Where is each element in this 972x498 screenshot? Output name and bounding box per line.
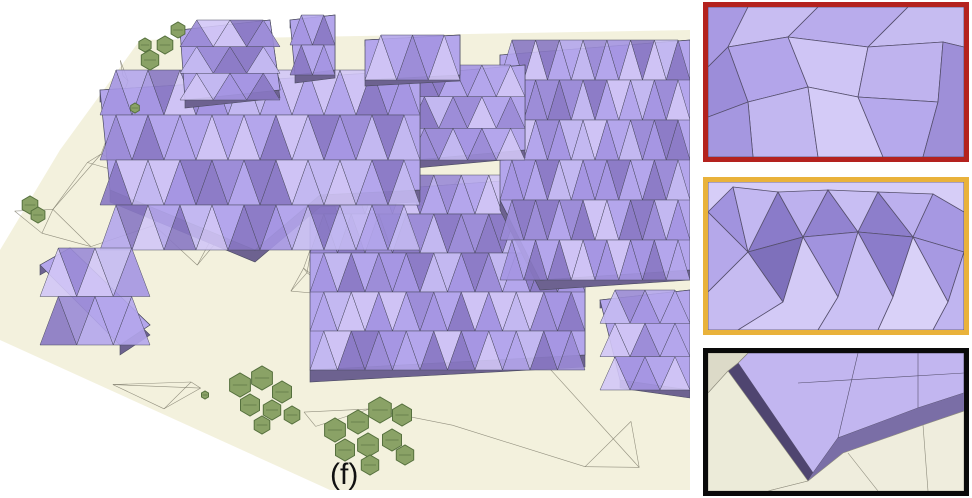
inset-red-detail — [703, 2, 969, 162]
main-mesh-view — [0, 14, 690, 490]
inset-black-mesh — [708, 353, 964, 491]
inset-black-detail — [703, 348, 969, 496]
building-meshes — [39, 14, 690, 399]
inset-yellow-mesh — [708, 182, 964, 330]
tree-meshes — [21, 21, 415, 476]
panel-label: (f) — [330, 458, 359, 491]
inset-red-mesh — [708, 7, 964, 157]
inset-yellow-detail — [703, 177, 969, 335]
